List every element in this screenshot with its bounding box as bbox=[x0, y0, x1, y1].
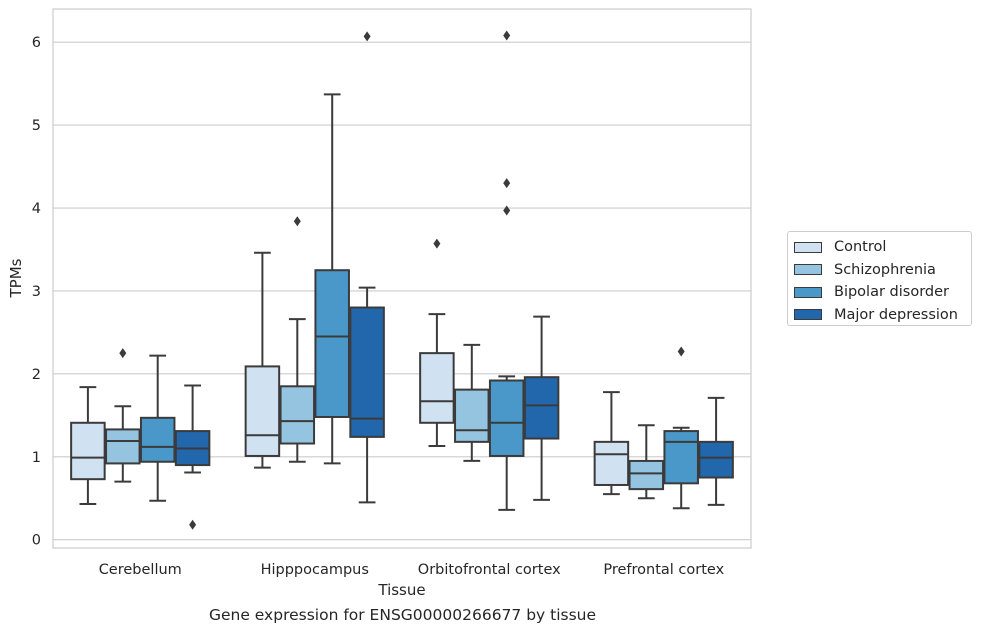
legend-swatch bbox=[794, 241, 822, 253]
box-group bbox=[139, 354, 176, 502]
legend-item: Control bbox=[788, 236, 971, 259]
box-group bbox=[70, 386, 106, 506]
outlier-point bbox=[433, 238, 441, 249]
box-group bbox=[105, 348, 141, 483]
box-iqr bbox=[244, 365, 281, 457]
x-tick-label: Orbitofrontal cortex bbox=[418, 562, 561, 578]
box-iqr bbox=[698, 440, 734, 479]
x-tick-label: Prefrontal cortex bbox=[603, 562, 724, 578]
x-tick-labels: Cerebellum Hipppocampus Orbitofrontal cort… bbox=[99, 562, 725, 578]
box-group bbox=[663, 346, 699, 510]
legend-swatch bbox=[794, 309, 822, 321]
box-iqr bbox=[419, 352, 455, 424]
box-iqr bbox=[663, 430, 699, 485]
box-group bbox=[244, 251, 281, 469]
x-tick-label: Hipppocampus bbox=[261, 562, 369, 578]
y-axis-label: TPMs bbox=[7, 258, 25, 298]
box-group bbox=[174, 384, 211, 530]
box-iqr bbox=[593, 440, 630, 486]
box-iqr bbox=[70, 421, 106, 481]
outlier-point bbox=[677, 346, 685, 357]
box-iqr bbox=[349, 306, 385, 438]
legend-item: Schizophrenia bbox=[788, 259, 971, 282]
box-iqr bbox=[105, 428, 141, 465]
box-iqr bbox=[314, 269, 350, 418]
legend-label: Bipolar disorder bbox=[834, 284, 949, 301]
box-iqr bbox=[279, 385, 316, 445]
box-group bbox=[419, 238, 455, 448]
outlier-point bbox=[189, 519, 197, 530]
legend-label: Schizophrenia bbox=[834, 261, 936, 278]
box-group bbox=[628, 424, 665, 500]
legend-item: Bipolar disorder bbox=[788, 281, 971, 304]
y-tick-label: 5 bbox=[32, 118, 41, 134]
legend-swatch bbox=[794, 264, 822, 276]
outlier-point bbox=[503, 30, 511, 41]
outlier-point bbox=[293, 216, 301, 227]
legend-label: Control bbox=[834, 239, 887, 256]
outlier-point bbox=[503, 178, 511, 189]
legend-label: Major depression bbox=[834, 306, 958, 323]
y-tick-label: 3 bbox=[32, 284, 41, 300]
box-iqr bbox=[454, 388, 490, 443]
box-group bbox=[488, 30, 525, 511]
y-tick-label: 2 bbox=[32, 367, 41, 383]
box-group bbox=[454, 343, 490, 462]
box-group bbox=[523, 315, 560, 501]
x-axis-label: Tissue bbox=[377, 581, 425, 599]
box-group bbox=[593, 391, 630, 496]
box-group bbox=[279, 216, 316, 463]
y-tick-label: 1 bbox=[32, 450, 41, 466]
box-iqr bbox=[523, 376, 560, 440]
y-tick-labels: 0 1 2 3 4 5 6 bbox=[32, 35, 41, 549]
outlier-point bbox=[363, 31, 371, 42]
legend-swatch bbox=[794, 286, 822, 298]
chart-caption: Gene expression for ENSG00000266677 by t… bbox=[208, 606, 597, 624]
y-tick-label: 4 bbox=[32, 201, 41, 217]
box-group bbox=[349, 31, 385, 504]
box-iqr bbox=[628, 459, 665, 491]
legend: Control Schizophrenia Bipolar disorder Majo… bbox=[787, 231, 972, 326]
outlier-point bbox=[503, 205, 511, 216]
boxes-layer bbox=[70, 30, 734, 530]
box-iqr bbox=[488, 379, 525, 457]
legend-item: Major depression bbox=[788, 304, 971, 327]
y-tick-label: 6 bbox=[32, 35, 41, 51]
box-group bbox=[314, 93, 350, 465]
outlier-point bbox=[119, 348, 127, 359]
y-tick-label: 0 bbox=[32, 533, 41, 549]
box-group bbox=[698, 396, 734, 506]
x-tick-label: Cerebellum bbox=[99, 562, 182, 578]
box-iqr bbox=[139, 416, 176, 463]
